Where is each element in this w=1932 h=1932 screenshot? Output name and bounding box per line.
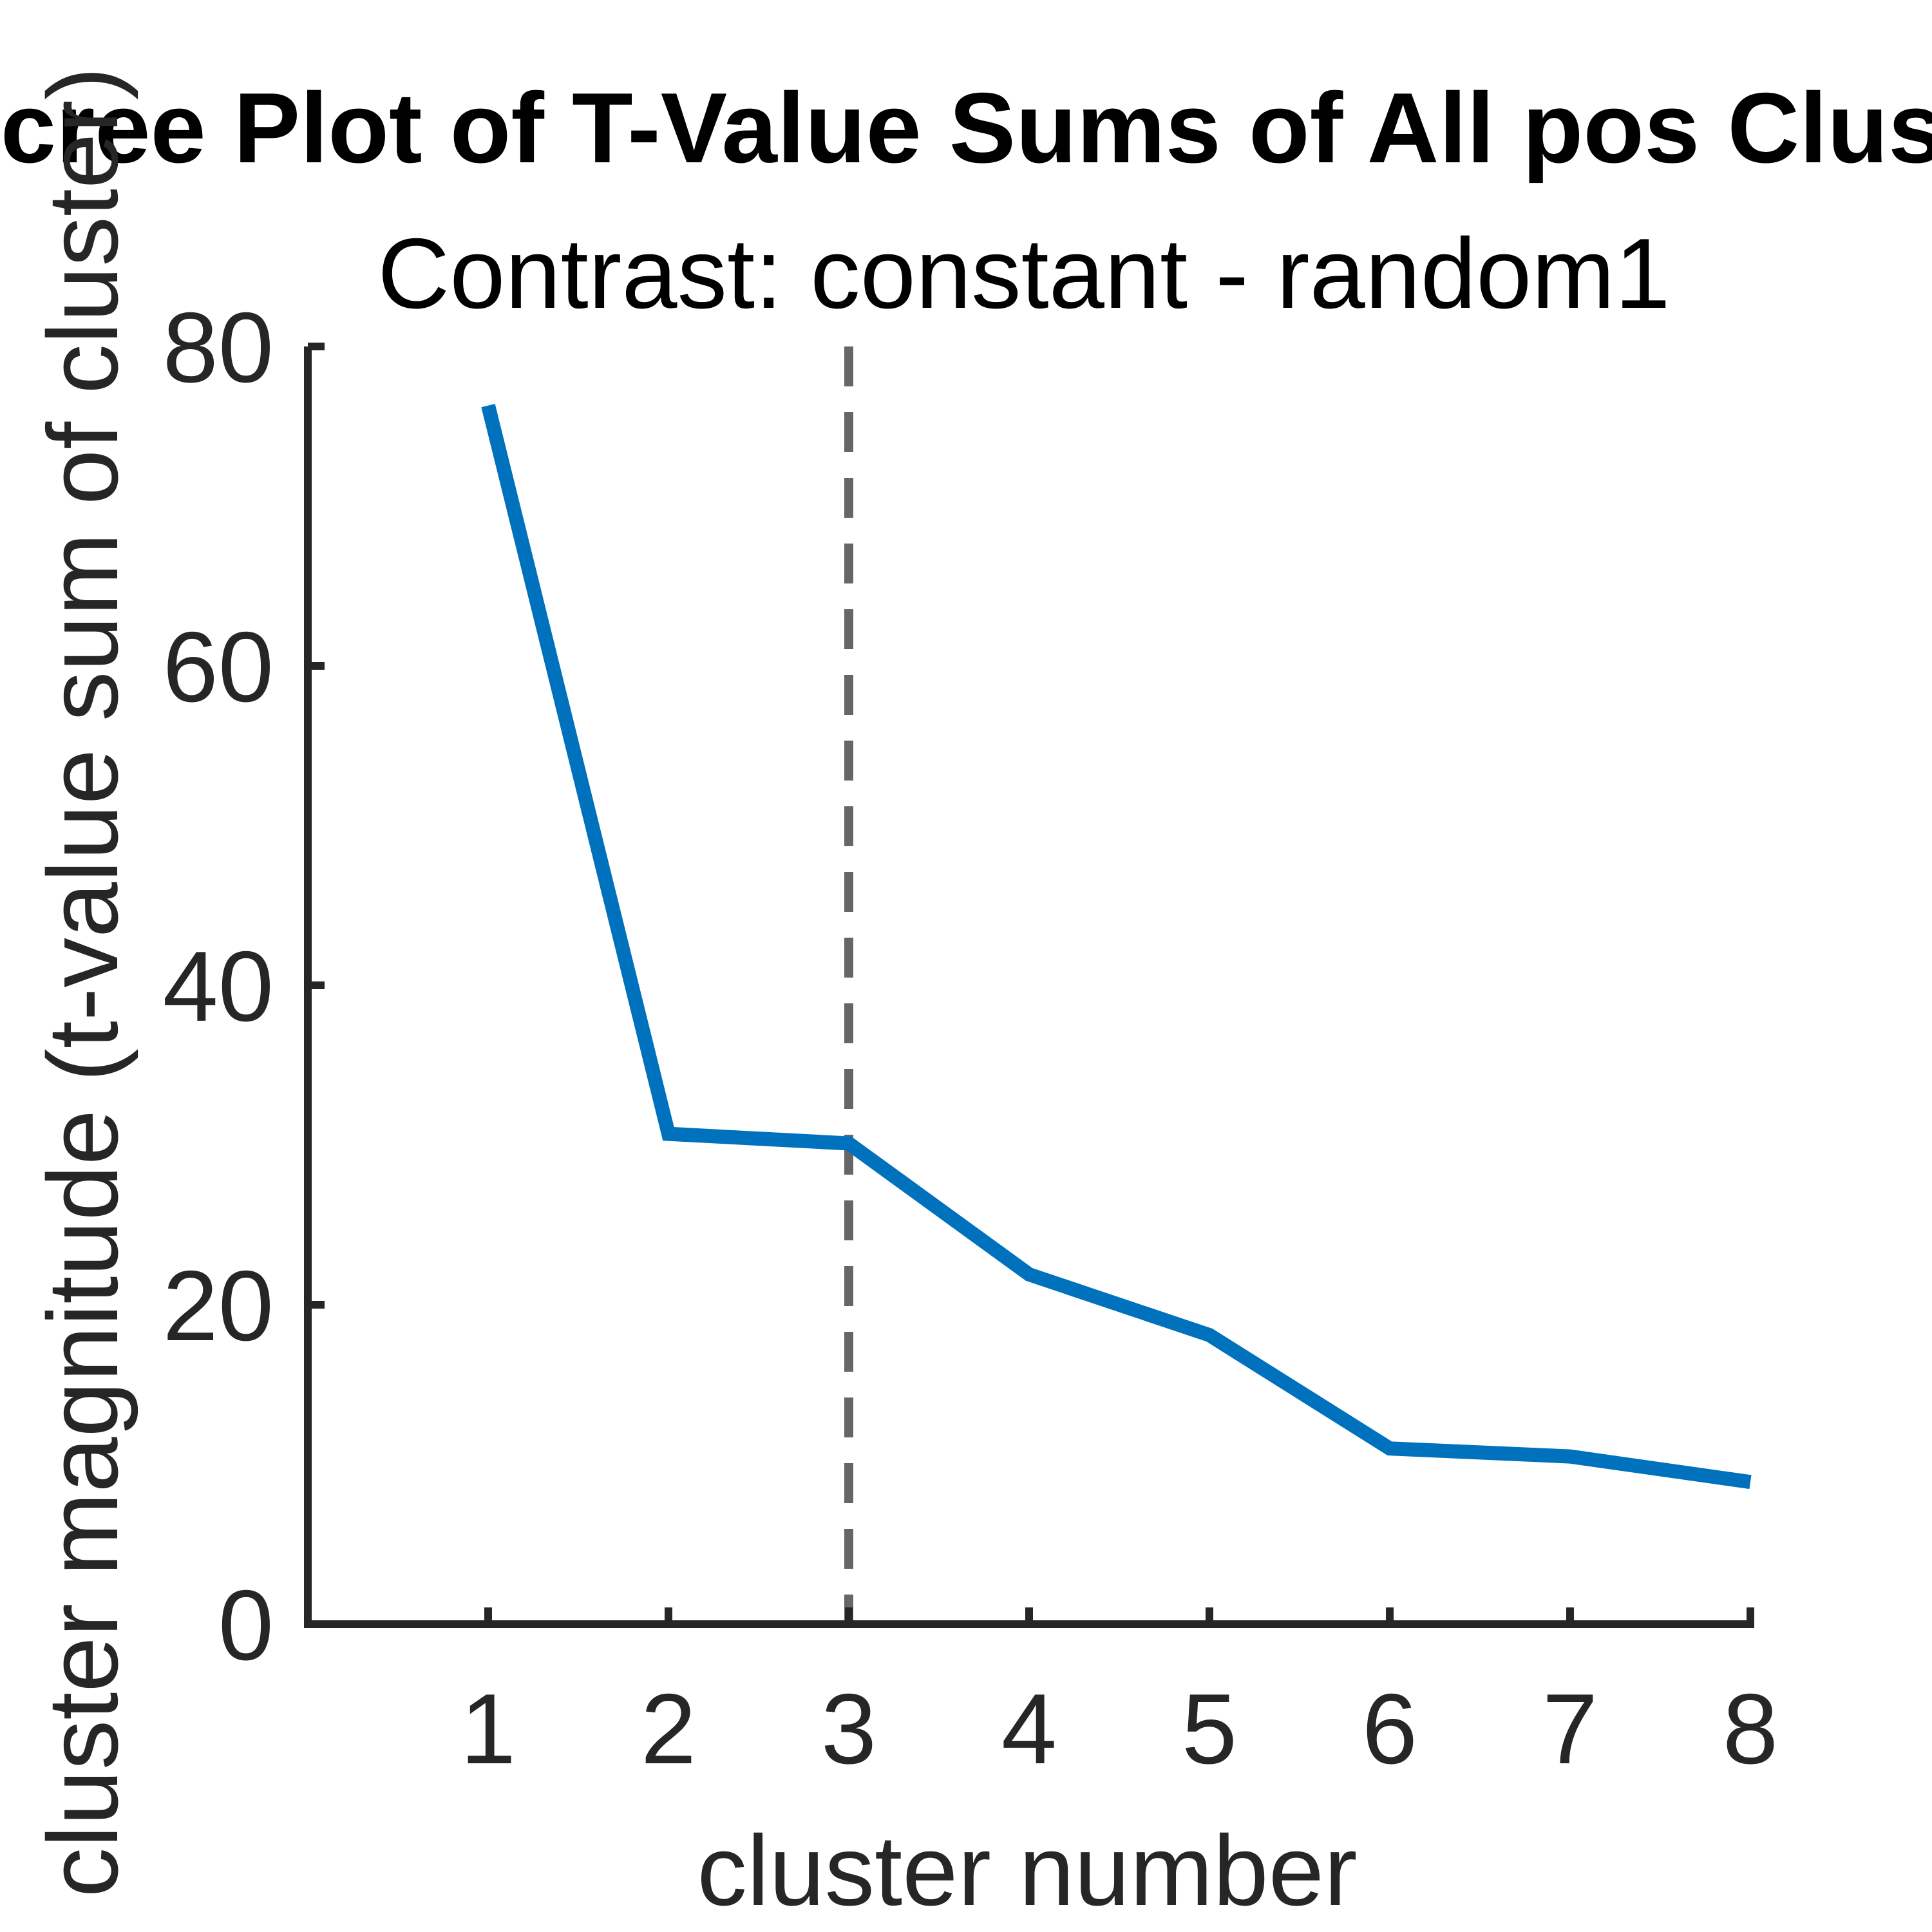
y-tick-label-40: 40 [163, 931, 274, 1042]
x-tick-label-4: 4 [1001, 1673, 1057, 1785]
y-tick-label-20: 20 [163, 1250, 274, 1361]
y-tick-label-60: 60 [163, 611, 274, 723]
x-tick-label-2: 2 [641, 1673, 696, 1785]
x-axis-label: cluster number [697, 1815, 1357, 1926]
y-axis-label: cluster magnitude (t-value sum of cluste… [27, 67, 138, 1898]
y-tick-label-0: 0 [218, 1569, 274, 1681]
chart-subtitle: Contrast: constant - random1 [377, 218, 1670, 329]
x-tick-label-7: 7 [1542, 1673, 1598, 1785]
x-tick-label-3: 3 [821, 1673, 876, 1785]
x-tick-label-1: 1 [460, 1673, 516, 1785]
x-tick-label-5: 5 [1182, 1673, 1237, 1785]
series-line-0 [481, 404, 1752, 1490]
chart-title: Scree Plot of T-Value Sums of All pos Cl… [0, 72, 1932, 184]
y-tick-label-80: 80 [163, 292, 274, 403]
x-tick-label-8: 8 [1723, 1673, 1778, 1785]
x-tick-label-6: 6 [1362, 1673, 1417, 1785]
